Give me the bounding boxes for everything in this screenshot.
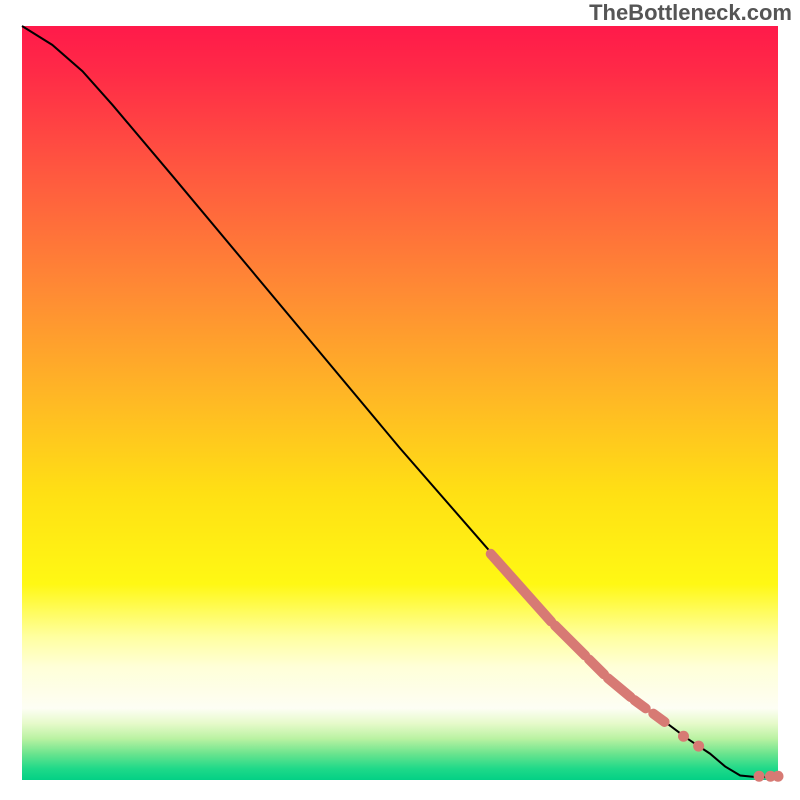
marker-point — [754, 771, 765, 782]
marker-segment — [653, 714, 664, 722]
gradient-background — [22, 26, 778, 780]
marker-point — [678, 731, 689, 742]
marker-point — [693, 741, 704, 752]
marker-segment — [634, 700, 645, 708]
marker-point — [773, 771, 784, 782]
chart-svg — [0, 0, 800, 800]
chart-container: TheBottleneck.com — [0, 0, 800, 800]
